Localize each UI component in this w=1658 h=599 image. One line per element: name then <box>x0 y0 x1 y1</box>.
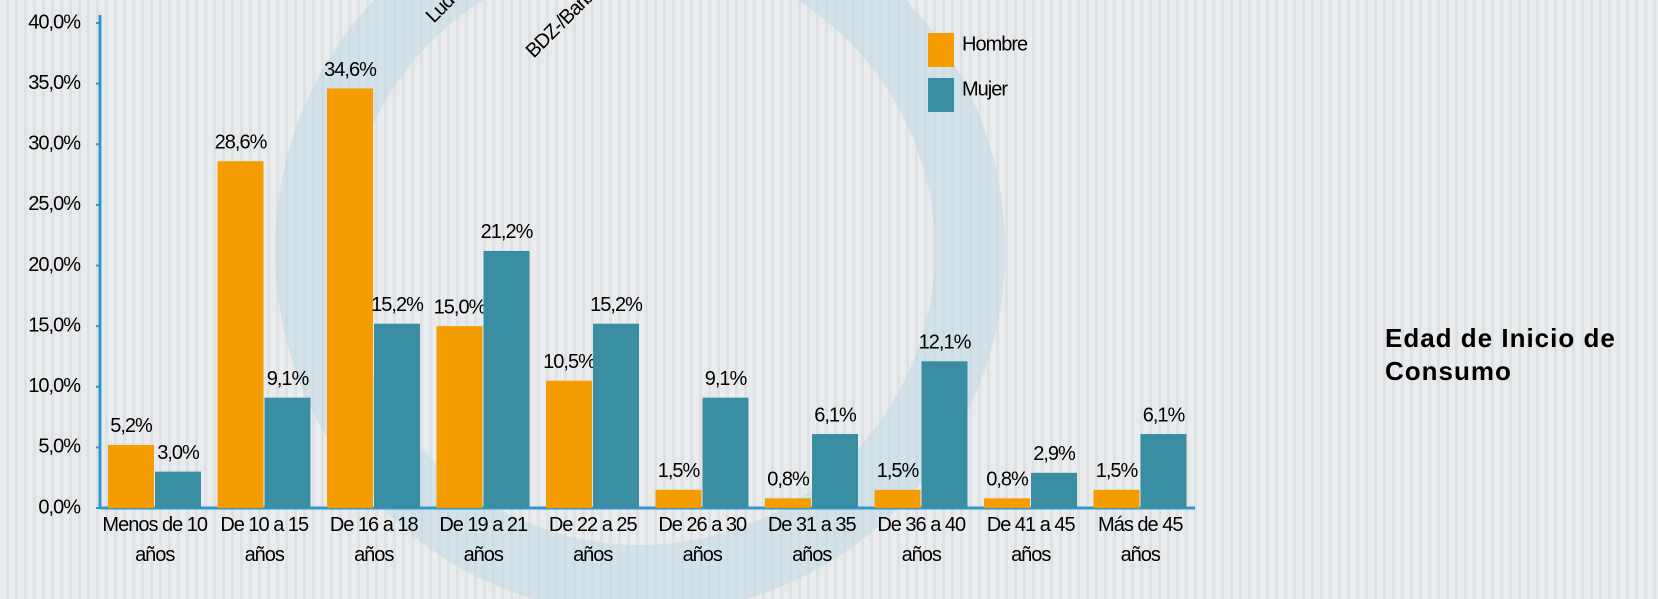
x-tick-label: De 26 a 30 años <box>648 510 758 570</box>
y-tick-label: 15,0% <box>28 314 81 336</box>
y-tick-label: 20,0% <box>28 254 81 276</box>
data-label: 9,1% <box>705 368 748 390</box>
y-tick-label: 10,0% <box>28 375 81 397</box>
bar <box>875 490 921 508</box>
bar <box>812 434 858 508</box>
x-tick-label: De 10 a 15 años <box>210 510 320 570</box>
x-tick-label: De 19 a 21 años <box>429 510 539 570</box>
data-label: 15,2% <box>371 294 424 316</box>
bar <box>218 161 264 508</box>
legend-swatch <box>928 33 954 67</box>
y-tick-label: 30,0% <box>28 133 81 155</box>
bar <box>765 498 811 508</box>
data-label: 1,5% <box>877 460 920 482</box>
chart: Ludop BDZ-/Barb 0,0%5,0%10,0%15,0%20,0%2… <box>0 0 1658 599</box>
annotation: BDZ-/Barb <box>522 0 599 62</box>
y-tick-label: 35,0% <box>28 72 81 94</box>
bar <box>984 498 1030 508</box>
data-label: 28,6% <box>215 132 268 154</box>
bar <box>1031 473 1077 508</box>
data-label: 0,8% <box>986 469 1029 491</box>
y-tick-label: 5,0% <box>38 436 81 458</box>
x-tick-label: De 36 a 40 años <box>867 510 977 570</box>
bar <box>922 361 968 508</box>
data-label: 6,1% <box>814 404 857 426</box>
data-label: 10,5% <box>543 351 596 373</box>
data-label: 21,2% <box>481 221 534 243</box>
x-tick-label: De 31 a 35 años <box>757 510 867 570</box>
data-label: 6,1% <box>1143 404 1186 426</box>
bar <box>374 324 420 508</box>
legend-label: Hombre <box>962 33 1028 55</box>
x-tick-label: De 22 a 25 años <box>538 510 648 570</box>
data-label: 0,8% <box>767 469 810 491</box>
bar <box>108 445 154 508</box>
data-label: 3,0% <box>157 442 200 464</box>
data-label: 34,6% <box>324 59 377 81</box>
bar <box>155 472 201 508</box>
y-tick-label: 40,0% <box>28 11 81 33</box>
chart-title: Edad de Inicio de Consumo <box>1385 322 1655 388</box>
data-label: 15,0% <box>434 296 487 318</box>
bar <box>703 398 749 508</box>
x-tick-label: De 16 a 18 años <box>319 510 429 570</box>
x-tick-label: De 41 a 45 años <box>976 510 1086 570</box>
data-label: 9,1% <box>267 368 310 390</box>
data-label: 15,2% <box>590 294 643 316</box>
bar <box>1094 490 1140 508</box>
bar <box>656 490 702 508</box>
x-tick-label: Más de 45 años <box>1086 510 1196 570</box>
data-label: 5,2% <box>110 415 153 437</box>
bar <box>1141 434 1187 508</box>
data-label: 2,9% <box>1033 443 1076 465</box>
bar <box>437 326 483 508</box>
bar <box>327 88 373 508</box>
data-label: 1,5% <box>1096 460 1139 482</box>
bar <box>546 381 592 508</box>
bar <box>593 324 639 508</box>
bar <box>265 398 311 508</box>
data-label: 1,5% <box>658 460 701 482</box>
x-tick-label: Menos de 10 años <box>100 510 210 570</box>
data-label: 12,1% <box>919 332 972 354</box>
bar <box>484 251 530 508</box>
y-tick-label: 0,0% <box>38 496 81 518</box>
y-tick-label: 25,0% <box>28 193 81 215</box>
legend-swatch <box>928 78 954 112</box>
legend-label: Mujer <box>962 78 1008 100</box>
